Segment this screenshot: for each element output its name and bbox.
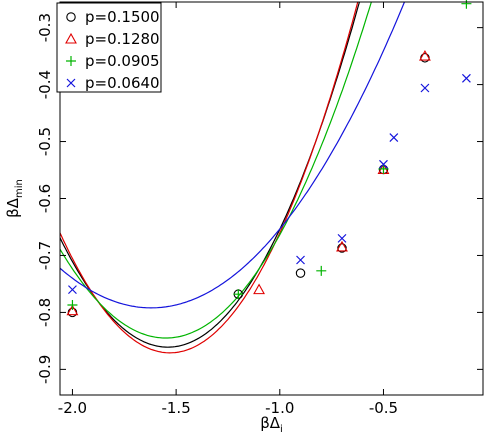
series-4-point-7 bbox=[461, 73, 471, 83]
series-4-point-1 bbox=[68, 285, 77, 295]
x-tick-label: -1.5 bbox=[161, 399, 190, 417]
series-3-point-2 bbox=[233, 289, 244, 300]
legend-marker-2 bbox=[65, 32, 77, 44]
legend-label-2: p=0.1280 bbox=[85, 30, 160, 48]
series-3-point-1 bbox=[67, 300, 78, 311]
y-tick-label: -0.9 bbox=[36, 355, 54, 384]
series-4-point-3 bbox=[337, 233, 347, 243]
series-2-point-2 bbox=[253, 283, 265, 295]
legend-marker-1 bbox=[66, 12, 76, 22]
x-tick-label: -1.0 bbox=[265, 399, 294, 417]
x-axis-label-main: βΔ bbox=[260, 414, 281, 432]
series-4-point-4 bbox=[379, 159, 388, 169]
y-tick-label: -0.8 bbox=[36, 298, 54, 327]
data-points bbox=[66, 0, 472, 318]
series-2-point-1 bbox=[66, 304, 79, 316]
series-1-point-4 bbox=[337, 243, 347, 253]
x-axis: -2.0 -1.5 -1.0 -0.5 bbox=[58, 2, 398, 417]
series-2-point-3 bbox=[336, 240, 348, 252]
series-4-point-6 bbox=[420, 83, 430, 93]
y-tick-label: -0.6 bbox=[36, 184, 54, 213]
legend-marker-4 bbox=[66, 78, 76, 88]
y-axis-label: βΔmin bbox=[4, 179, 25, 218]
x-tick-label: -2.0 bbox=[58, 399, 87, 417]
series-3-point-3 bbox=[316, 265, 327, 276]
series-4-point-5 bbox=[389, 133, 399, 142]
series-3-point-5 bbox=[461, 0, 472, 9]
series-1-point-6 bbox=[420, 53, 430, 63]
legend-box bbox=[56, 2, 162, 93]
fit-curve-2 bbox=[60, 2, 359, 354]
legend-marker-3 bbox=[66, 56, 76, 66]
y-axis-label-main: βΔ bbox=[4, 197, 22, 218]
legend-label-4: p=0.0640 bbox=[85, 74, 160, 92]
x-axis-label: βΔi bbox=[260, 414, 283, 434]
series-2-point-5 bbox=[419, 49, 431, 61]
y-tick-label: -0.5 bbox=[36, 127, 54, 156]
y-axis-label-sub: min bbox=[14, 179, 25, 198]
y-tick-label: -0.4 bbox=[36, 70, 54, 99]
y-tick-label: -0.7 bbox=[36, 241, 54, 270]
legend-label-3: p=0.0905 bbox=[85, 52, 160, 70]
fit-curve-3 bbox=[60, 2, 372, 339]
y-tick-label: -0.3 bbox=[36, 13, 54, 42]
series-1-point-3 bbox=[295, 268, 306, 278]
x-axis-label-sub: i bbox=[280, 424, 283, 434]
series-4-point-2 bbox=[296, 255, 305, 265]
fit-curve-4 bbox=[60, 2, 406, 309]
x-tick-label: -0.5 bbox=[369, 399, 398, 417]
y-axis: -0.3 -0.4 -0.5 -0.6 -0.7 -0.8 -0.9 bbox=[36, 13, 483, 384]
legend: p=0.1500 p=0.1280 p=0.0905 p=0.0640 bbox=[56, 2, 162, 93]
legend-label-1: p=0.1500 bbox=[85, 8, 160, 26]
series-3-point-4 bbox=[378, 163, 389, 174]
